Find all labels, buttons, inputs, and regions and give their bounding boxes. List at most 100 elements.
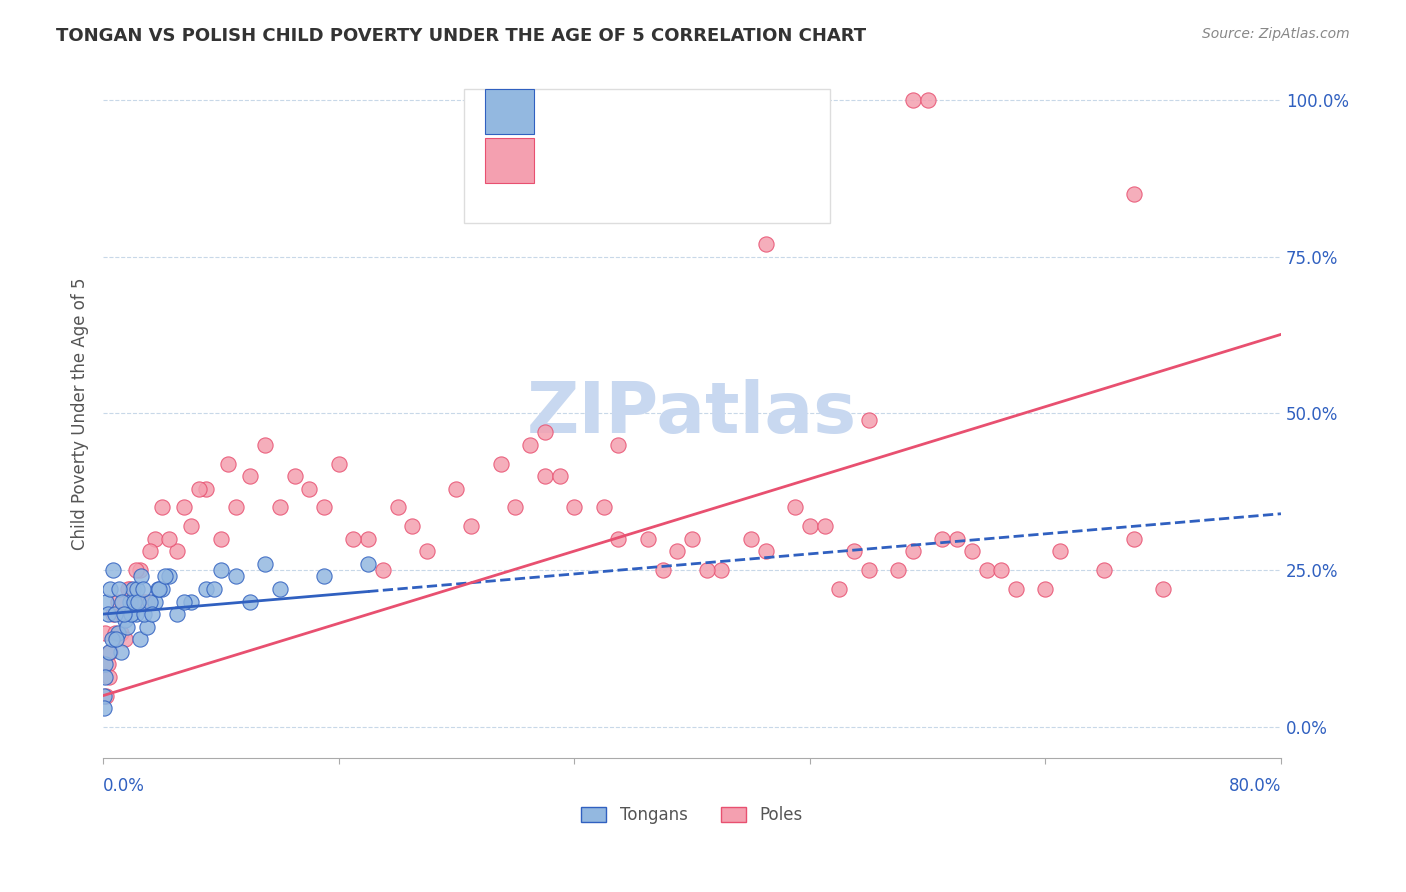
Point [114,632,136,647]
Point [150,500,173,515]
Point [136,594,159,608]
Point [681,532,703,546]
Point [121,582,143,596]
Point [651,563,673,577]
Point [1049,544,1071,558]
Point [607,438,630,452]
Point [96,657,118,672]
Legend: Tongans, Poles: Tongans, Poles [574,798,811,833]
Point [401,519,423,533]
Point [195,582,218,596]
Point [96,607,118,621]
Point [799,519,821,533]
Point [108,582,131,596]
Point [960,544,983,558]
Point [1152,582,1174,596]
Point [202,582,225,596]
Point [505,500,527,515]
Point [136,619,159,633]
Point [93,657,115,672]
Point [283,469,305,483]
Point [1035,582,1057,596]
Point [139,544,162,558]
Point [813,519,835,533]
Point [157,532,180,546]
Point [946,532,969,546]
Text: Source: ZipAtlas.com: Source: ZipAtlas.com [1202,27,1350,41]
Point [239,469,262,483]
Text: 0.0%: 0.0% [103,777,145,795]
Point [118,582,141,596]
Point [328,457,350,471]
Point [637,532,659,546]
Point [1005,582,1028,596]
Point [489,457,512,471]
Point [931,532,953,546]
Point [148,582,170,596]
Point [180,594,202,608]
Point [990,563,1012,577]
Point [134,594,156,608]
Point [146,582,169,596]
Point [107,594,129,608]
Point [114,613,136,627]
Point [98,670,121,684]
Point [976,563,998,577]
Point [917,93,939,107]
Point [269,582,291,596]
Point [107,626,129,640]
Point [94,670,117,684]
Point [93,626,115,640]
Point [357,532,380,546]
Point [173,500,195,515]
Point [98,645,121,659]
Point [607,532,630,546]
Point [312,500,335,515]
Point [209,563,232,577]
Point [166,544,188,558]
Point [842,544,865,558]
Point [312,569,335,583]
Point [132,582,155,596]
Point [755,237,778,252]
Point [562,500,585,515]
Point [93,689,115,703]
Y-axis label: Child Poverty Under the Age of 5: Child Poverty Under the Age of 5 [72,277,89,549]
Point [298,482,321,496]
Point [755,544,778,558]
Point [100,645,122,659]
Point [1122,532,1144,546]
Point [111,607,134,621]
Point [180,519,202,533]
Point [371,563,394,577]
Point [104,626,127,640]
Point [129,632,152,647]
Point [166,607,188,621]
Text: R = 0.548: R = 0.548 [537,152,627,169]
Point [225,569,247,583]
Point [254,438,277,452]
Point [124,607,146,621]
Point [157,569,180,583]
Point [127,594,149,608]
Point [94,689,117,703]
Point [887,563,910,577]
Point [254,557,277,571]
Point [150,582,173,596]
Point [446,482,468,496]
Point [858,563,880,577]
Point [666,544,689,558]
Point [115,619,138,633]
Point [117,582,139,596]
Point [103,563,125,577]
Point [143,594,166,608]
Text: R = 0.056: R = 0.056 [537,103,627,120]
Point [104,607,127,621]
Point [710,563,733,577]
Point [533,425,555,440]
Point [225,500,247,515]
Point [901,544,924,558]
Point [129,563,152,577]
Text: ZIPatlas: ZIPatlas [527,379,858,448]
Point [858,413,880,427]
